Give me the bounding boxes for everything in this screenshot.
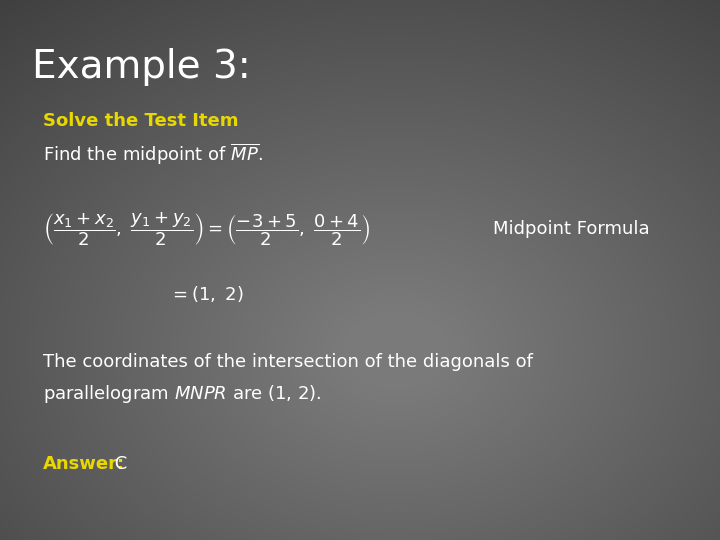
Text: C: C bbox=[109, 455, 127, 474]
Text: Midpoint Formula: Midpoint Formula bbox=[493, 220, 650, 239]
Text: $= (1,\ 2)$: $= (1,\ 2)$ bbox=[169, 284, 244, 305]
Text: $\left( \dfrac{x_1 + x_2}{2},\ \dfrac{y_1 + y_2}{2} \right) = \left( \dfrac{-3+5: $\left( \dfrac{x_1 + x_2}{2},\ \dfrac{y_… bbox=[43, 211, 371, 248]
Text: The coordinates of the intersection of the diagonals of: The coordinates of the intersection of t… bbox=[43, 353, 533, 371]
Text: Example 3:: Example 3: bbox=[32, 49, 251, 86]
Text: Solve the Test Item: Solve the Test Item bbox=[43, 112, 239, 131]
Text: parallelogram $\mathit{MNPR}$ are (1, 2).: parallelogram $\mathit{MNPR}$ are (1, 2)… bbox=[43, 383, 322, 405]
Text: Find the midpoint of $\overline{MP}$.: Find the midpoint of $\overline{MP}$. bbox=[43, 141, 264, 167]
Text: Answer:: Answer: bbox=[43, 455, 125, 474]
